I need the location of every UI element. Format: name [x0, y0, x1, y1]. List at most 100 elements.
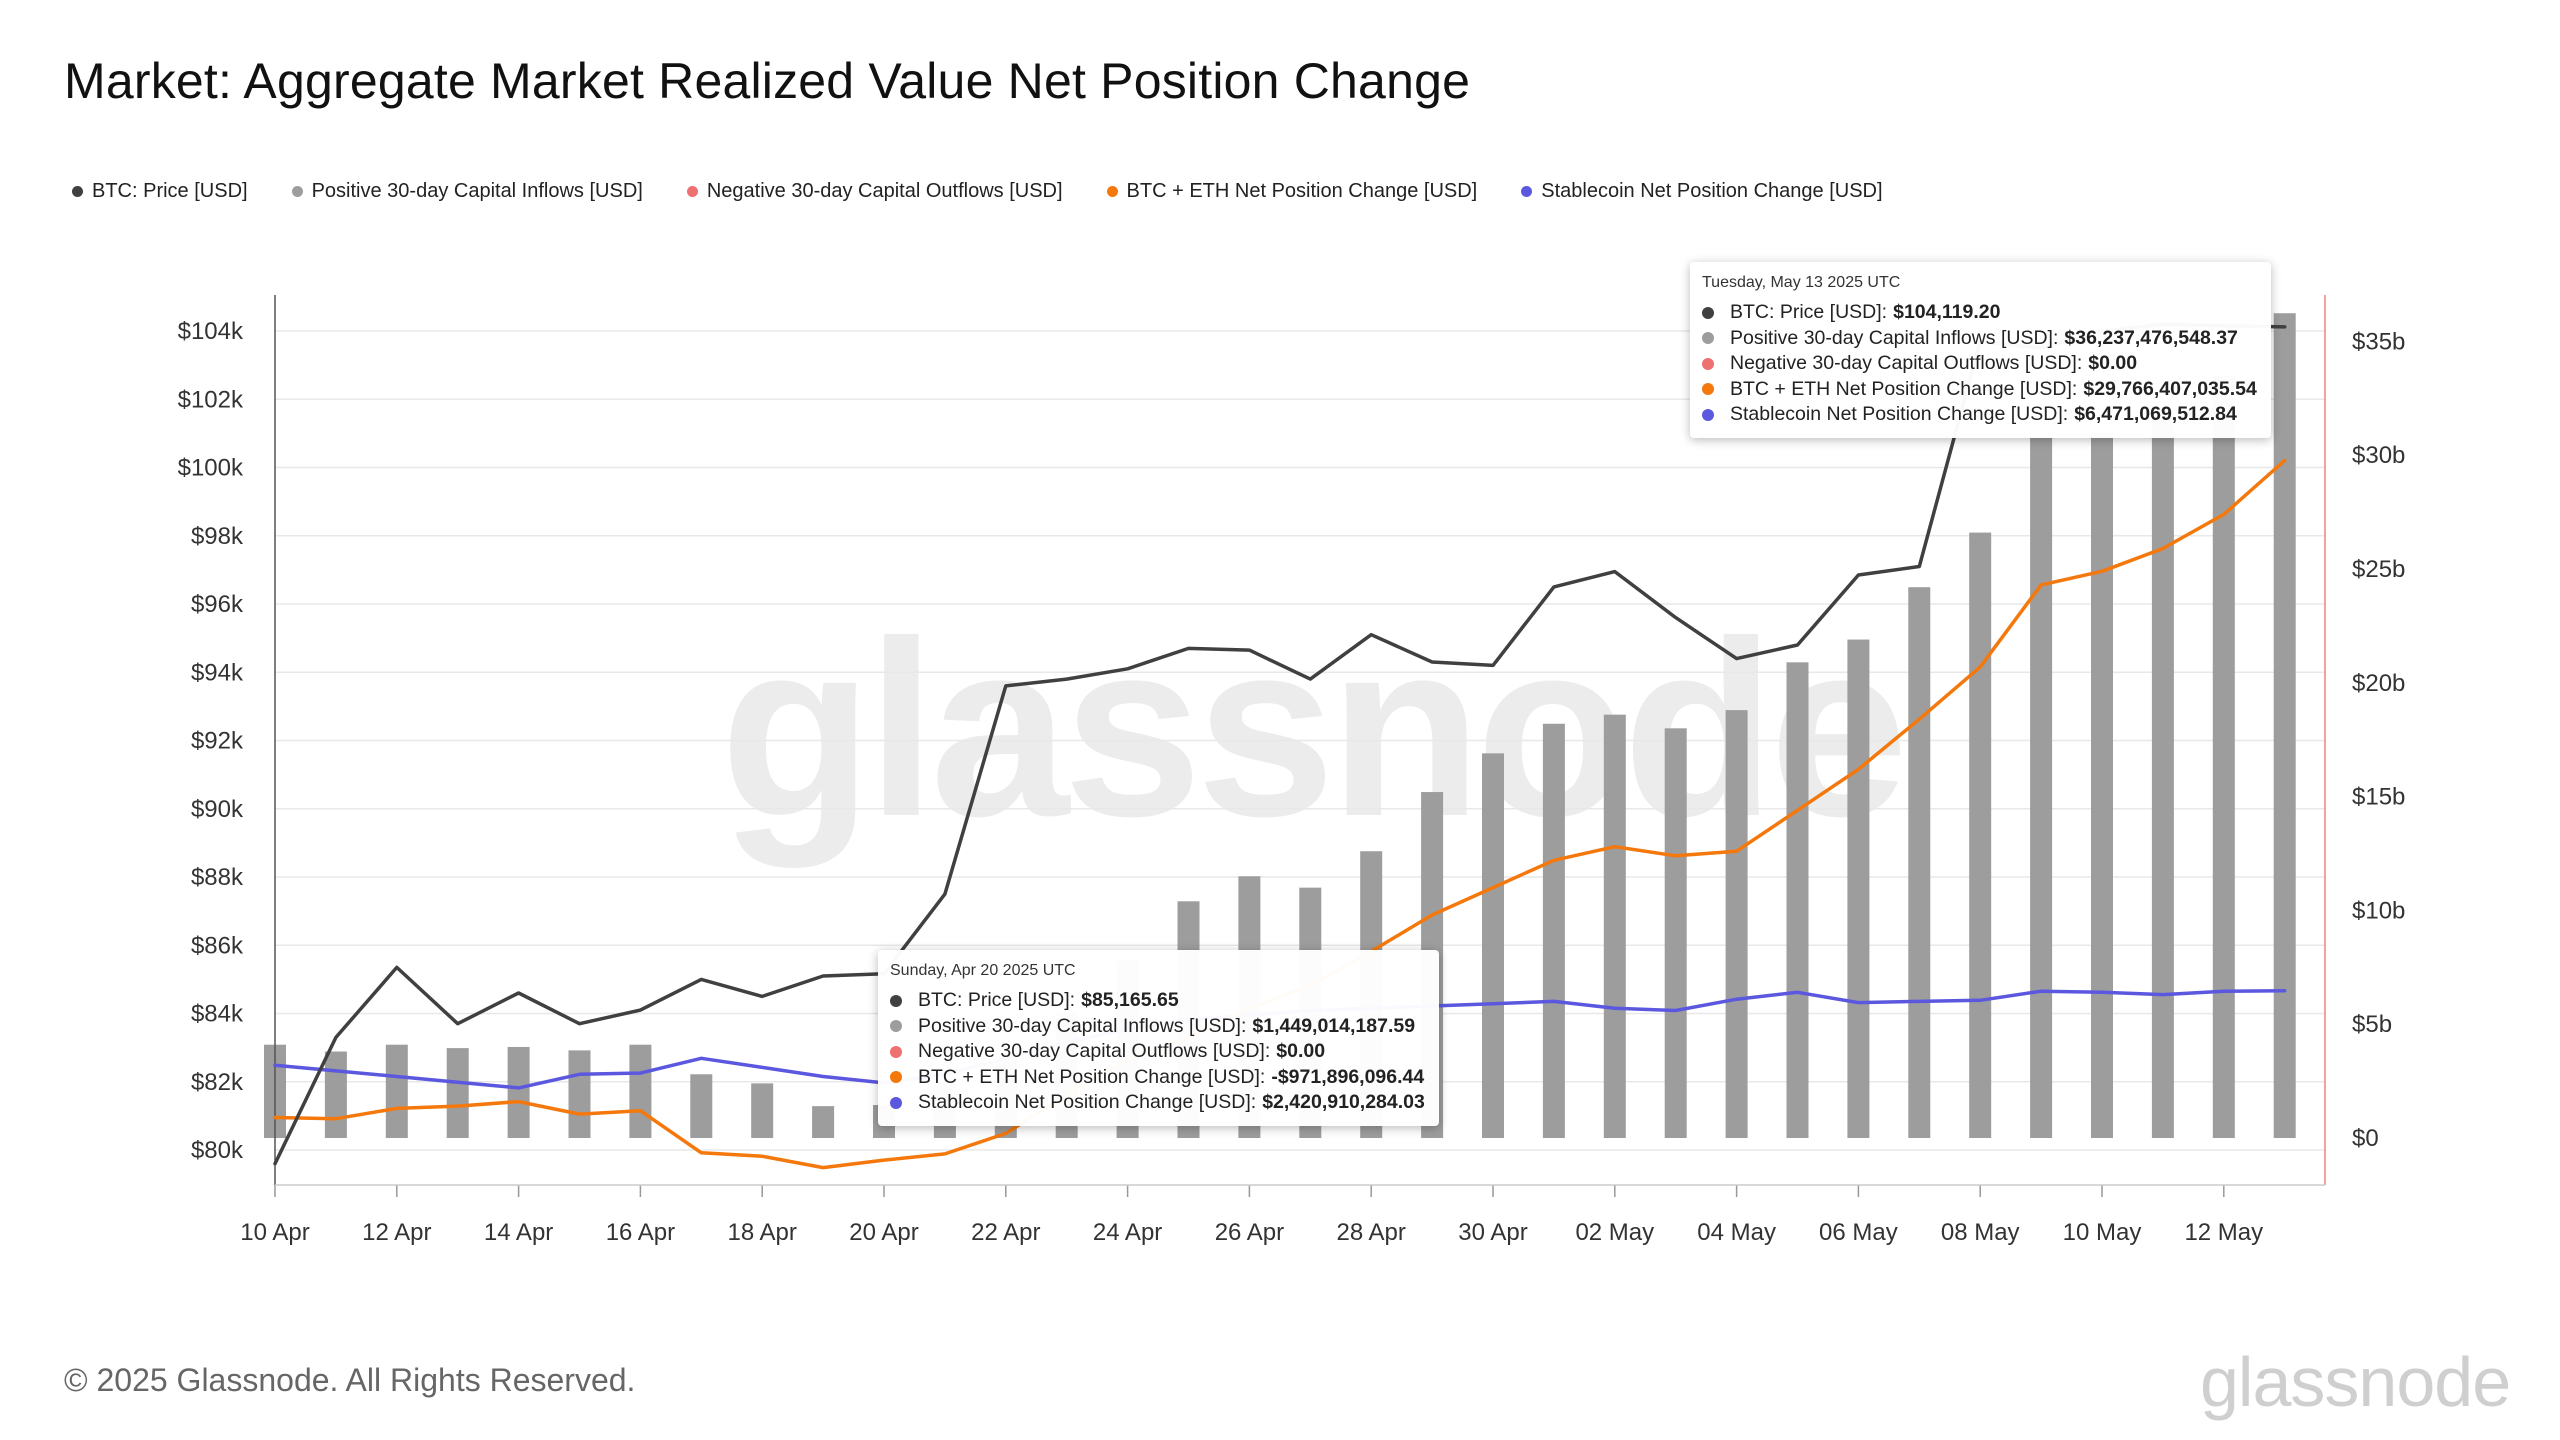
tooltip-row-btc-price: BTC: Price [USD]: $85,165.65 — [890, 988, 1425, 1014]
tooltip-row-btc-eth-net: BTC + ETH Net Position Change [USD]: -$9… — [890, 1065, 1425, 1091]
legend-dot-negative-outflows — [686, 185, 698, 197]
y-right-tick-label: $25b — [2352, 556, 2405, 583]
tooltip-row-btc-eth-net: BTC + ETH Net Position Change [USD]: $29… — [1702, 377, 2257, 403]
legend-item-stablecoin-net[interactable]: Stablecoin Net Position Change [USD] — [1521, 179, 1883, 203]
x-tick-label: 26 Apr — [1215, 1219, 1284, 1246]
tooltip-label: Stablecoin Net Position Change [USD]: — [1730, 403, 2069, 426]
tooltip-may-13: Tuesday, May 13 2025 UTC BTC: Price [USD… — [1690, 262, 2271, 438]
legend-dot-positive-inflows — [291, 185, 303, 197]
tooltip-value: $36,237,476,548.37 — [2064, 326, 2238, 349]
tooltip-row-negative-outflows: Negative 30-day Capital Outflows [USD]: … — [1702, 351, 2257, 377]
legend-label-stablecoin-net: Stablecoin Net Position Change [USD] — [1541, 179, 1883, 202]
legend-item-btc-price[interactable]: BTC: Price [USD] — [72, 180, 248, 203]
x-tick-label: 12 May — [2184, 1219, 2263, 1246]
x-tick-label: 22 Apr — [971, 1219, 1040, 1246]
inflow-bar — [629, 1044, 652, 1138]
legend-dot-btc-eth-net — [1106, 185, 1118, 197]
x-tick-label: 14 Apr — [484, 1219, 553, 1246]
tooltip-value: $2,420,910,284.03 — [1262, 1091, 1425, 1114]
x-tick-label: 10 May — [2063, 1219, 2142, 1246]
inflow-bar — [2273, 313, 2296, 1138]
tooltip-row-positive-inflows: Positive 30-day Capital Inflows [USD]: $… — [890, 1014, 1425, 1040]
inflow-bar — [1482, 753, 1504, 1138]
inflow-bar — [2151, 409, 2174, 1138]
tooltip-label: Negative 30-day Capital Outflows [USD]: — [1730, 352, 2083, 375]
footer-logo: glassnode — [2200, 1343, 2511, 1421]
tooltip-dot-btc-price — [1702, 306, 1714, 319]
legend: BTC: Price [USD] Positive 30-day Capital… — [72, 176, 1883, 206]
inflow-bar — [1664, 728, 1687, 1138]
tooltip-row-stablecoin-net: Stablecoin Net Position Change [USD]: $2… — [890, 1090, 1425, 1116]
y-left-tick-label: $96k — [191, 591, 244, 618]
y-right-tick-label: $10b — [2352, 897, 2405, 924]
legend-label-positive-inflows: Positive 30-day Capital Inflows [USD] — [311, 179, 643, 202]
legend-item-negative-outflows[interactable]: Negative 30-day Capital Outflows [USD] — [686, 180, 1063, 203]
y-left-tick-label: $90k — [191, 796, 244, 823]
tooltip-row-stablecoin-net: Stablecoin Net Position Change [USD]: $6… — [1702, 402, 2257, 428]
tooltip-value: $0.00 — [1276, 1040, 1326, 1063]
y-right-tick-label: $35b — [2352, 328, 2405, 355]
inflow-bar — [1725, 710, 1748, 1138]
tooltip-dot-negative-outflows — [1702, 357, 1714, 370]
y-left-tick-label: $92k — [191, 728, 244, 755]
tooltip-dot-btc-eth-net — [1702, 383, 1714, 396]
tooltip-row-btc-price: BTC: Price [USD]: $104,119.20 — [1702, 300, 2257, 326]
x-tick-label: 16 Apr — [606, 1219, 675, 1246]
tooltip-value: $0.00 — [2088, 352, 2138, 375]
inflow-bar — [385, 1044, 408, 1138]
inflow-bar — [1969, 532, 1992, 1138]
legend-dot-stablecoin-net — [1521, 185, 1533, 197]
inflow-bar — [2091, 432, 2113, 1138]
tooltip-value: $1,449,014,187.59 — [1252, 1014, 1416, 1037]
y-left-tick-label: $80k — [191, 1137, 244, 1164]
y-left-tick-label: $98k — [191, 523, 244, 550]
tooltip-label: Stablecoin Net Position Change [USD]: — [918, 1091, 1257, 1114]
tooltip-dot-stablecoin-net — [890, 1096, 902, 1109]
tooltip-label: BTC: Price [USD]: — [918, 989, 1076, 1012]
tooltip-label: BTC + ETH Net Position Change [USD]: — [1730, 377, 2078, 400]
y-right-tick-label: $20b — [2352, 670, 2405, 697]
inflow-bar — [1908, 587, 1931, 1138]
x-tick-label: 04 May — [1697, 1219, 1776, 1246]
y-right-tick-label: $5b — [2352, 1011, 2392, 1038]
tooltip-dot-positive-inflows — [1702, 332, 1714, 345]
tooltip-date: Tuesday, May 13 2025 UTC — [1702, 274, 1901, 291]
inflow-bar — [751, 1083, 774, 1138]
legend-item-positive-inflows[interactable]: Positive 30-day Capital Inflows [USD] — [291, 179, 643, 203]
tooltip-date: Sunday, Apr 20 2025 UTC — [890, 962, 1076, 979]
x-tick-label: 24 Apr — [1093, 1219, 1162, 1246]
inflow-bar — [2030, 436, 2053, 1138]
x-tick-label: 08 May — [1941, 1219, 2020, 1246]
x-tick-label: 28 Apr — [1337, 1219, 1406, 1246]
inflow-bar — [812, 1106, 835, 1138]
x-tick-label: 12 Apr — [362, 1219, 431, 1246]
y-left-tick-label: $100k — [178, 455, 244, 482]
inflow-bar — [1847, 639, 1870, 1138]
footer-copyright: © 2025 Glassnode. All Rights Reserved. — [64, 1362, 636, 1398]
y-right-tick-label: $15b — [2352, 784, 2405, 811]
tooltip-apr-20: Sunday, Apr 20 2025 UTC BTC: Price [USD]… — [878, 950, 1439, 1126]
x-tick-label: 02 May — [1575, 1219, 1654, 1246]
tooltip-value: $29,766,407,035.54 — [2083, 377, 2257, 400]
x-tick-label: 18 Apr — [728, 1219, 797, 1246]
tooltip-row-positive-inflows: Positive 30-day Capital Inflows [USD]: $… — [1702, 326, 2257, 352]
tooltip-dot-stablecoin-net — [1702, 408, 1714, 421]
tooltip-dot-negative-outflows — [890, 1045, 902, 1058]
inflow-bar — [1786, 662, 1809, 1138]
y-left-tick-label: $104k — [178, 318, 244, 345]
btc-price-line — [273, 322, 2287, 1166]
inflow-bar — [446, 1048, 469, 1138]
tooltip-value: -$971,896,096.44 — [1271, 1065, 1425, 1088]
tooltip-label: BTC + ETH Net Position Change [USD]: — [918, 1065, 1266, 1088]
legend-item-btc-eth-net[interactable]: BTC + ETH Net Position Change [USD] — [1106, 180, 1477, 203]
tooltip-label: Positive 30-day Capital Inflows [USD]: — [918, 1014, 1247, 1037]
inflow-bar — [1603, 714, 1626, 1138]
y-right-tick-label: $30b — [2352, 442, 2405, 469]
legend-label-btc-price: BTC: Price [USD] — [92, 179, 248, 202]
inflow-bar — [2212, 375, 2235, 1138]
tooltip-dot-positive-inflows — [890, 1020, 902, 1033]
y-right-tick-label: $0 — [2352, 1125, 2379, 1152]
tooltip-value: $104,119.20 — [1893, 301, 2001, 324]
tooltip-label: Positive 30-day Capital Inflows [USD]: — [1730, 326, 2059, 349]
